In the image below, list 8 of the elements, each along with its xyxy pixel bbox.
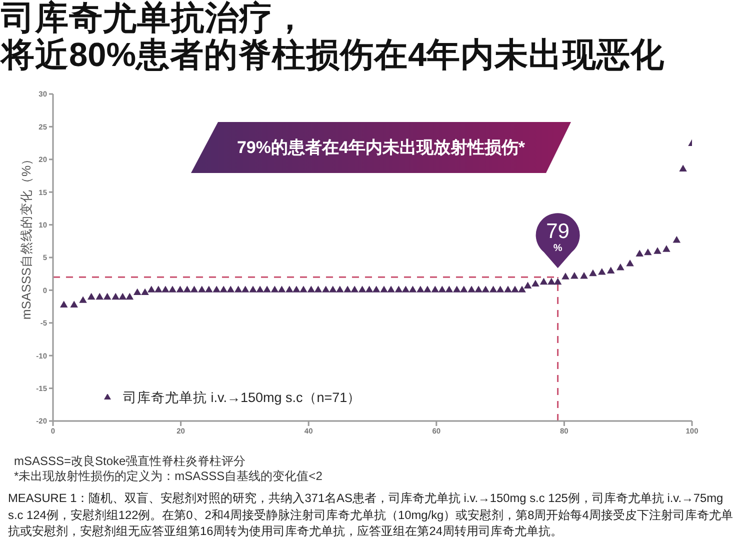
annotation: 79 % [546,220,570,254]
legend-label: 司库奇尤单抗 i.v.→150mg s.c（n=71） [123,390,362,405]
text: MEASURE 1：随机、双盲、安慰剂对照的研究，共纳入371名AS患者，司库奇尤单抗 i.v.→150mg s.c 125例，司库奇尤单抗 i.v.→75mg s.c 124例，安慰剂组122例。在第0、2和4周接受静脉注射司库奇尤单抗（10mg/kg）或安慰剂，第8周开始每4周接受皮下注射司库奇尤单抗或安慰剂，安慰剂组无应答亚组第16周转为使用司库奇尤单抗，应答亚组在第24周转用司库奇尤单抗。 [8,490,734,540]
text: mSASSS=改良Stoke强直性脊柱炎脊柱评分 [14,454,247,469]
annotation: 79%的患者在4年内未出现放射性损伤* [236,137,526,159]
chart-title: 司库奇尤单抗治疗， [1,0,307,37]
y-axis-title: mSASSS自然线的变化（%） [18,152,34,320]
text: *未出现放射性损伤的定义为：mSASSS自基线的变化值<2 [14,469,324,484]
